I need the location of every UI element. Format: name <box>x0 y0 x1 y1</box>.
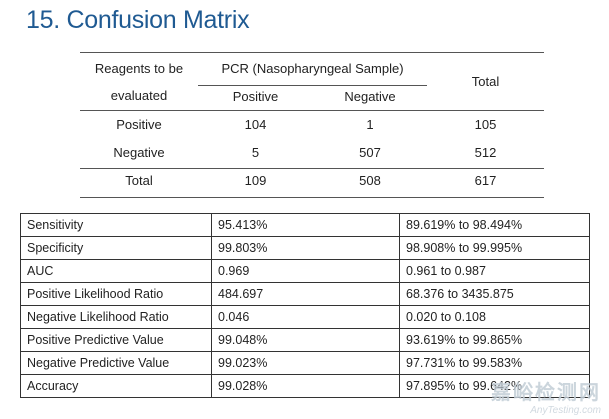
metric-ci: 68.376 to 3435.875 <box>399 282 590 306</box>
table-row: Negative Predictive Value 99.023% 97.731… <box>20 351 590 375</box>
row-label: Total <box>125 173 153 188</box>
cell-value: 512 <box>474 145 497 160</box>
header-total: Total <box>471 74 500 89</box>
metric-value: 99.023% <box>211 351 400 375</box>
header-positive: Positive <box>232 89 279 104</box>
metric-name: Negative Predictive Value <box>20 351 212 375</box>
metric-name: Accuracy <box>20 374 212 398</box>
table-row: Positive Likelihood Ratio 484.697 68.376… <box>20 282 590 306</box>
header-rule <box>80 110 544 111</box>
row-label: Negative <box>113 145 165 160</box>
metric-ci: 89.619% to 98.494% <box>399 213 590 237</box>
cell-value: 1 <box>366 117 374 132</box>
metric-name: Sensitivity <box>20 213 212 237</box>
bottom-rule <box>80 197 544 198</box>
page-title: 15. Confusion Matrix <box>26 6 250 34</box>
group-rule <box>198 85 427 86</box>
metric-ci: 0.961 to 0.987 <box>399 259 590 283</box>
top-rule <box>80 52 544 53</box>
metric-name: AUC <box>20 259 212 283</box>
cell-value: 5 <box>251 145 260 160</box>
metric-name: Negative Likelihood Ratio <box>20 305 212 329</box>
cell-value: 617 <box>474 173 497 188</box>
metric-value: 484.697 <box>211 282 400 306</box>
metric-value: 99.028% <box>211 374 400 398</box>
table-row: Sensitivity 95.413% 89.619% to 98.494% <box>20 213 590 237</box>
metric-name: Positive Predictive Value <box>20 328 212 352</box>
table-row: AUC 0.969 0.961 to 0.987 <box>20 259 590 283</box>
table-row: Specificity 99.803% 98.908% to 99.995% <box>20 236 590 260</box>
metric-value: 95.413% <box>211 213 400 237</box>
table-row: Negative Likelihood Ratio 0.046 0.020 to… <box>20 305 590 329</box>
metric-value: 0.046 <box>211 305 400 329</box>
header-pcr-group: PCR (Nasopharyngeal Sample) <box>221 61 404 76</box>
cell-value: 507 <box>359 145 381 160</box>
header-reagents-line1: Reagents to be <box>94 61 184 76</box>
cell-value: 109 <box>244 173 267 188</box>
cell-value: 105 <box>474 117 497 132</box>
header-reagents-line2: evaluated <box>110 88 168 103</box>
confusion-matrix-table: Reagents to be evaluated PCR (Nasopharyn… <box>80 52 544 198</box>
metric-ci: 0.020 to 0.108 <box>399 305 590 329</box>
total-rule <box>80 168 544 169</box>
table-row: Positive Predictive Value 99.048% 93.619… <box>20 328 590 352</box>
metric-ci: 97.731% to 99.583% <box>399 351 590 375</box>
row-label: Positive <box>116 117 162 132</box>
watermark-url: AnyTesting.com <box>530 405 601 416</box>
metric-name: Specificity <box>20 236 212 260</box>
metric-value: 99.048% <box>211 328 400 352</box>
metric-ci: 97.895% to 99.642% <box>399 374 590 398</box>
metric-value: 0.969 <box>211 259 400 283</box>
metric-ci: 93.619% to 99.865% <box>399 328 590 352</box>
cell-value: 104 <box>244 117 267 132</box>
diagnostic-stats-table: Sensitivity 95.413% 89.619% to 98.494% S… <box>20 213 590 398</box>
header-negative: Negative <box>344 89 396 104</box>
table-row: Accuracy 99.028% 97.895% to 99.642% <box>20 374 590 398</box>
metric-name: Positive Likelihood Ratio <box>20 282 212 306</box>
cell-value: 508 <box>359 173 381 188</box>
metric-ci: 98.908% to 99.995% <box>399 236 590 260</box>
metric-value: 99.803% <box>211 236 400 260</box>
